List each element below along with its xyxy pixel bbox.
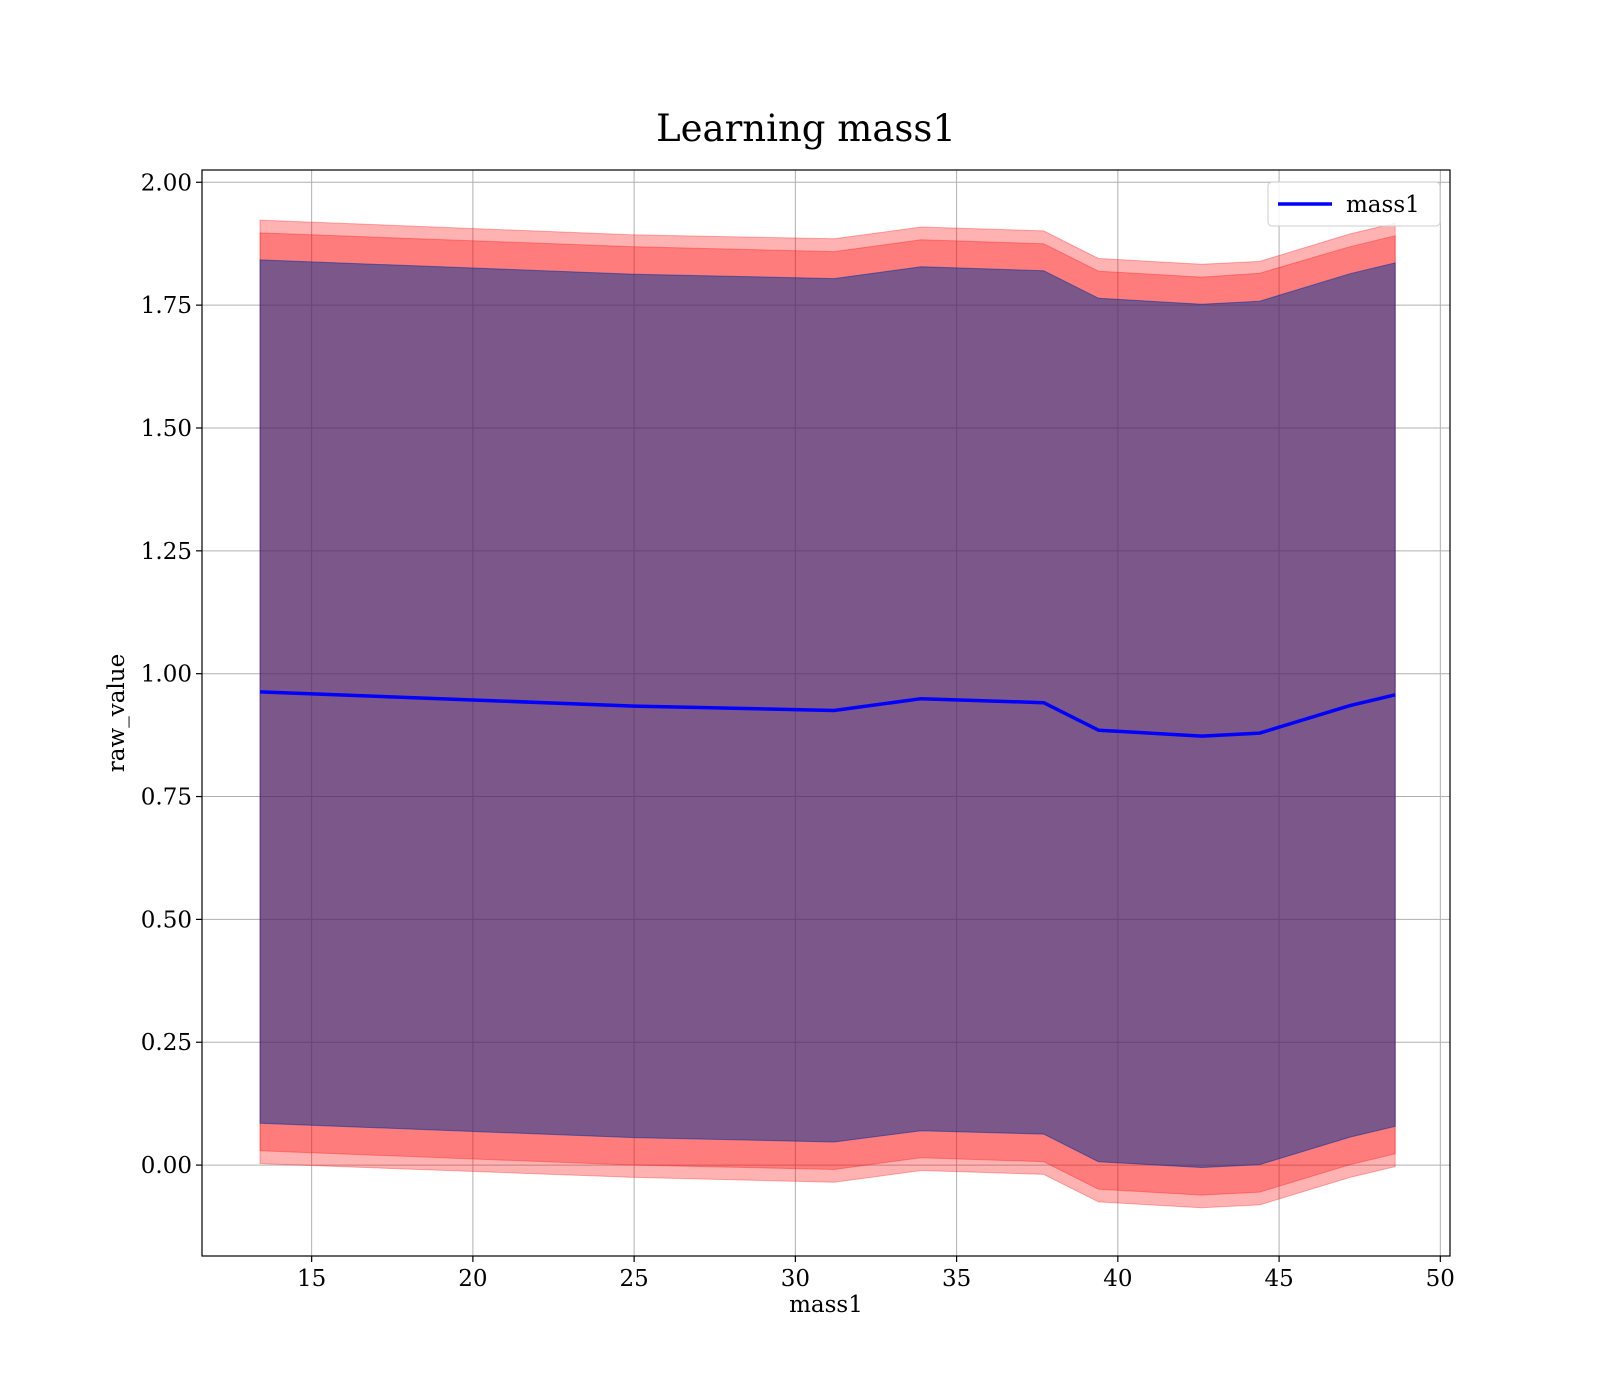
legend-box: [1267, 181, 1441, 227]
y-tick-label: 0.00: [141, 1153, 192, 1179]
y-axis-label: raw_value: [104, 654, 130, 772]
y-tick-label: 1.00: [141, 662, 192, 688]
y-tick-label: 2.00: [141, 170, 192, 196]
confidence-bands: [259, 219, 1396, 1209]
confidence-band: [259, 232, 1396, 1196]
x-tick-label: 40: [1103, 1266, 1132, 1292]
x-tick-label: 30: [781, 1266, 810, 1292]
y-tick-label: 1.75: [141, 293, 192, 319]
x-tick-label: 15: [297, 1266, 326, 1292]
plot-frame: [201, 169, 1451, 1257]
axis-ticks: 15 20 25 30 35 40 45 50 0.00 0.25 0.50 0.75 1.00 1.25…: [141, 170, 1455, 1292]
y-tick-label: 1.25: [141, 539, 192, 565]
x-tick-label: 25: [619, 1266, 648, 1292]
confidence-band: [259, 259, 1396, 1169]
series-lines: [259, 690, 1396, 738]
y-tick-label: 0.25: [141, 1030, 192, 1056]
y-tick-label: 1.50: [141, 416, 192, 442]
x-tick-label: 20: [458, 1266, 487, 1292]
grid-lines: [202, 170, 1450, 1256]
series-line: [259, 690, 1396, 738]
confidence-band: [259, 259, 1396, 1169]
x-tick-label: 35: [942, 1266, 971, 1292]
y-tick-label: 0.75: [141, 785, 192, 811]
confidence-band: [259, 219, 1396, 1209]
x-axis-label: mass1: [789, 1292, 863, 1318]
x-tick-label: 50: [1426, 1266, 1455, 1292]
legend-label: mass1: [1346, 192, 1420, 218]
legend: mass1: [1267, 181, 1441, 227]
chart-title: Learning mass1: [656, 107, 956, 150]
x-tick-label: 45: [1264, 1266, 1293, 1292]
y-tick-label: 0.50: [141, 907, 192, 933]
